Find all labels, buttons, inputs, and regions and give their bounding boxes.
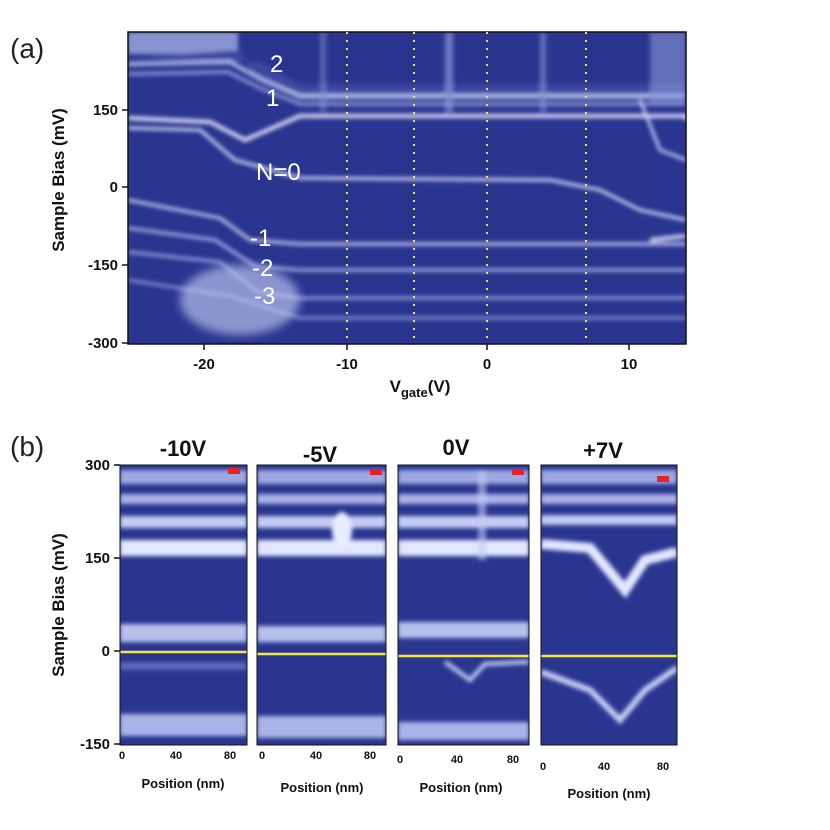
x-tick-10: 10 [621,356,638,373]
y-tick-minus150: -150 [88,257,118,274]
panel-a-label: (a) [10,33,44,64]
panel-a-xlabel: Vgate(V) [390,377,451,400]
b2-x-tick-80: 80 [364,750,376,762]
level-minus2-band [128,226,686,272]
scale-bar-minus5v [370,469,382,475]
panel-a-y-axis: 150 0 -150 -300 Sample Bias (mV) [49,102,128,352]
scale-bar-minus10v [228,468,240,474]
b2-x-tick-40: 40 [310,750,322,762]
b3-x-tick-40: 40 [451,754,463,766]
level-label-2: 2 [270,51,283,78]
y-tick-150: 150 [93,102,118,119]
b4-x-tick-0: 0 [540,761,546,773]
b-y-tick-0: 0 [102,643,110,660]
level-2-band [128,59,686,98]
level-label-0: N=0 [256,159,301,186]
gate-title-minus5v: -5V [303,442,338,467]
y-tick-minus300: -300 [88,335,118,352]
gate-title-0v: 0V [443,435,470,460]
panel-a-x-axis: -20 -10 0 10 Vgate(V) [193,344,637,400]
b-y-tick-minus150: -150 [80,736,110,753]
upper-bright-region [128,32,238,54]
level-label-minus1: -1 [250,225,271,252]
panel-b-ylabel: Sample Bias (mV) [49,533,68,677]
b3-x-tick-80: 80 [507,754,519,766]
panel-a-ylabel: Sample Bias (mV) [49,108,68,252]
b3-x-tick-0: 0 [397,754,403,766]
x-tick-0: 0 [483,356,491,373]
panel-b-y-axis: 300 150 0 -150 Sample Bias (mV) [49,457,120,753]
level-label-minus3: -3 [254,283,275,310]
b4-xlabel: Position (nm) [567,786,650,801]
b3-xlabel: Position (nm) [419,780,502,795]
b4-x-tick-80: 80 [657,761,669,773]
panel-a-heatmap: 2 1 N=0 -1 -2 -3 [127,31,687,345]
subpanel-minus10v: -10V 0 40 80 Position (nm) [119,436,248,791]
level-label-1: 1 [266,85,279,112]
b-y-tick-300: 300 [85,457,110,474]
level-0-band [128,126,686,222]
level-1-band [128,114,686,143]
b1-x-tick-80: 80 [224,750,236,762]
b4-x-tick-40: 40 [598,761,610,773]
b2-x-tick-0: 0 [259,750,265,762]
b2-xlabel: Position (nm) [280,780,363,795]
subpanel-minus5v: -5V 0 40 80 Position (nm) [256,442,387,795]
b-y-tick-150: 150 [85,550,110,567]
gate-title-minus10v: -10V [160,436,207,461]
b1-x-tick-0: 0 [119,750,125,762]
b1-xlabel: Position (nm) [141,776,224,791]
level-label-minus2: -2 [252,255,273,282]
level-minus1-band [128,198,686,246]
panel-a-frame [127,31,687,345]
subpanel-plus7v: +7V 0 40 80 Position (nm) [540,438,678,801]
x-tick-minus20: -20 [193,356,215,373]
subpanel-0v: 0V 0 40 80 Position (nm) [397,435,530,795]
b1-x-tick-40: 40 [170,750,182,762]
y-tick-0: 0 [110,179,118,196]
x-tick-minus10: -10 [336,356,358,373]
scale-bar-0v [512,469,524,475]
panel-b-label: (b) [10,431,44,462]
scale-bar-plus7v [657,476,669,482]
gate-title-plus7v: +7V [583,438,623,463]
